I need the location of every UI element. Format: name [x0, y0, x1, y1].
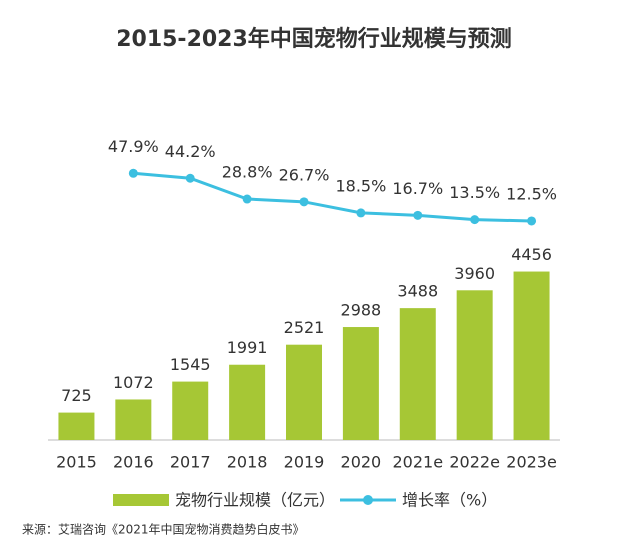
line-point [413, 210, 423, 220]
data-label: 3960 [454, 264, 495, 283]
data-label: 2521 [284, 318, 325, 337]
bar [399, 308, 436, 440]
line-point [185, 173, 195, 183]
data-label: 2988 [341, 301, 382, 320]
x-tick-label: 2016 [113, 453, 154, 472]
x-tick-label: 2017 [170, 453, 211, 472]
source-note: 来源：艾瑞咨询《2021年中国宠物消费趋势白皮书》 [22, 522, 305, 537]
line-point [242, 194, 252, 204]
data-label: 26.7% [279, 165, 330, 184]
data-label: 3488 [397, 282, 438, 301]
data-label: 47.9% [108, 137, 159, 156]
data-label: 16.7% [392, 179, 443, 198]
line-point [299, 197, 309, 207]
chart-title: 2015-2023年中国宠物行业规模与预测 [116, 26, 512, 52]
legend-swatch [363, 495, 373, 505]
data-label: 18.5% [335, 176, 386, 195]
bar [58, 412, 95, 440]
data-label: 1991 [227, 338, 268, 357]
line-point [470, 215, 480, 225]
data-label: 44.2% [165, 142, 216, 161]
bar [229, 364, 266, 440]
data-label: 725 [61, 386, 92, 405]
data-label: 1545 [170, 355, 211, 374]
legend-label: 增长率（%） [402, 491, 497, 510]
bar [513, 271, 550, 440]
data-label: 28.8% [222, 163, 273, 182]
x-tick-label: 2022e [449, 453, 500, 472]
line-point [527, 216, 537, 226]
data-label: 1072 [113, 373, 154, 392]
bar [115, 399, 152, 440]
bar [456, 290, 493, 440]
x-tick-label: 2020 [341, 453, 382, 472]
x-tick-label: 2019 [284, 453, 325, 472]
line-point [128, 168, 138, 178]
data-label: 4456 [511, 245, 552, 264]
line [133, 171, 532, 223]
bar [172, 381, 209, 440]
x-tick-label: 2023e [506, 453, 557, 472]
data-label: 12.5% [506, 184, 557, 203]
x-tick-label: 2021e [392, 453, 443, 472]
x-tick-label: 2018 [227, 453, 268, 472]
x-tick-label: 2015 [56, 453, 97, 472]
bar [286, 344, 322, 440]
data-label: 13.5% [449, 183, 500, 202]
legend-swatch [113, 494, 169, 506]
legend-label: 宠物行业规模（亿元） [175, 491, 335, 510]
line-point [356, 208, 366, 218]
bar [342, 327, 379, 440]
